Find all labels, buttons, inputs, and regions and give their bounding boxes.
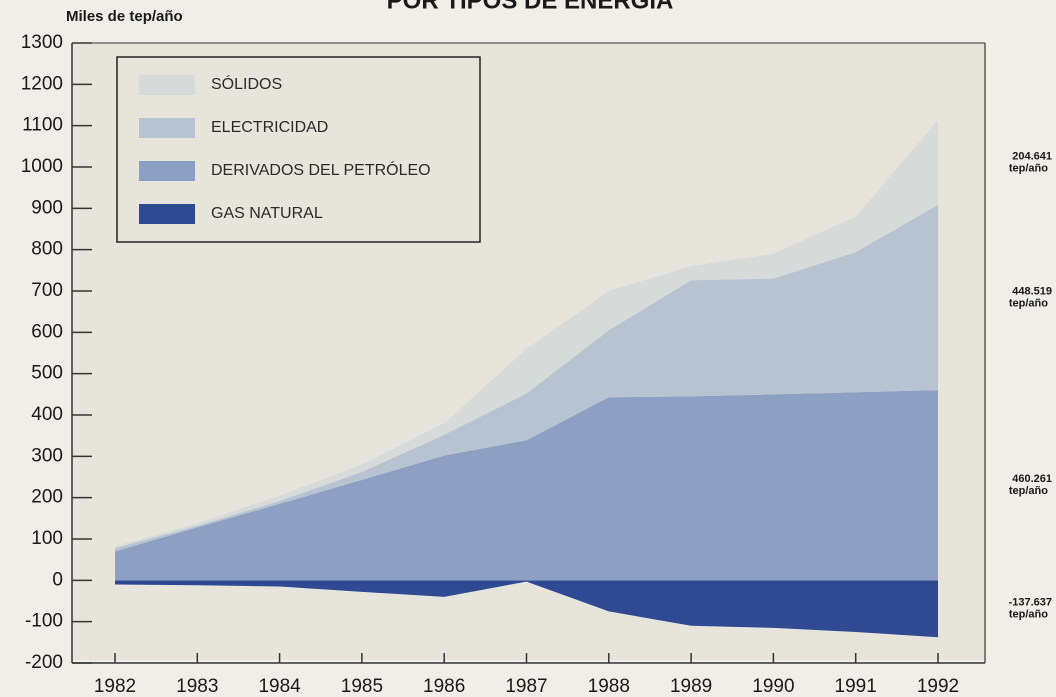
y-tick-label: -100 [25,611,63,632]
y-tick-label: 1200 [21,73,63,94]
y-tick-label: 200 [31,487,63,508]
area [115,390,938,581]
x-tick-label: 1991 [835,676,877,697]
x-tick-label: 1992 [917,676,959,697]
x-tick-label: 1985 [341,676,383,697]
y-tick-label: 1100 [22,115,63,136]
y-tick-label: 100 [31,528,63,549]
end-unit: tep/año [1009,485,1048,497]
end-label: 204.641 [1012,150,1052,162]
y-tick-label: 700 [31,280,63,301]
legend-swatch [139,75,195,95]
area [115,204,938,552]
y-tick-label: -200 [25,652,63,673]
y-tick-label: 500 [31,363,63,384]
legend-label: ELECTRICIDAD [211,119,328,136]
y-tick-label: 400 [31,404,63,425]
legend-swatch [139,118,195,138]
x-tick-label: 1989 [670,676,712,697]
x-tick-label: 1988 [588,676,630,697]
end-label: 448.519 [1012,285,1052,297]
y-axis-label: Miles de tep/año [66,8,183,25]
x-tick-label: 1983 [176,676,218,697]
y-tick-label: 800 [31,239,63,260]
x-tick-label: 1982 [94,676,136,697]
legend-label: SÓLIDOS [211,74,282,93]
x-tick-label: 1984 [258,676,301,697]
x-tick-label: 1986 [423,676,465,697]
y-tick-label: 1300 [21,32,63,53]
chart-title: POR TIPOS DE ENERGIA [387,0,674,14]
end-label: 460.261 [1012,473,1052,485]
legend-label: GAS NATURAL [211,205,323,222]
end-label: -137.637 [1009,597,1052,609]
legend-label: DERIVADOS DEL PETRÓLEO [211,160,431,179]
legend-swatch [139,161,195,181]
y-tick-label: 300 [31,445,63,466]
y-tick-label: 1000 [21,156,63,177]
y-tick-label: 900 [31,197,63,218]
y-tick-label: 0 [52,569,63,590]
x-tick-label: 1987 [505,676,547,697]
y-tick-label: 600 [31,321,63,342]
area [115,580,938,638]
end-unit: tep/año [1009,162,1048,174]
end-unit: tep/año [1009,609,1048,621]
x-tick-label: 1990 [752,676,794,697]
legend-swatch [139,204,195,224]
end-unit: tep/año [1009,297,1048,309]
